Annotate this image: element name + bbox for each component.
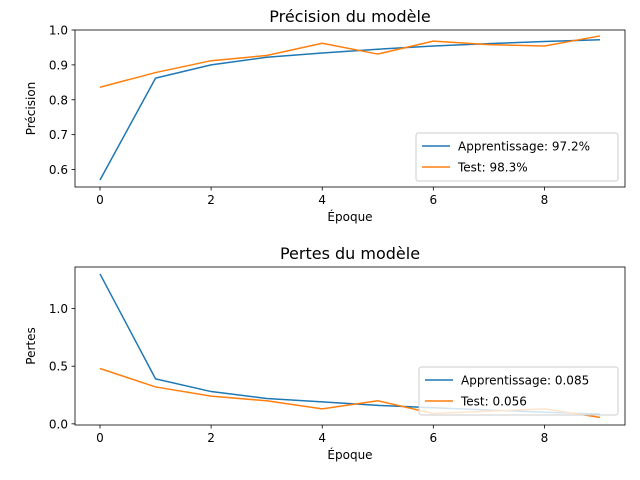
y-axis-label: Précision (24, 82, 38, 136)
accuracy-chart: 0 2 4 6 8 0.6 0.7 0.8 0.9 1.0 Précision du modèle É… (24, 7, 626, 224)
x-tick-label: 4 (318, 193, 326, 207)
legend-entry-1: Test: 98.3% (457, 161, 528, 175)
y-tick-label: 0.7 (49, 128, 68, 142)
legend-entry-0: Apprentissage: 0.085 (461, 374, 589, 388)
x-tick-label: 2 (207, 193, 215, 207)
chart-title: Pertes du modèle (280, 244, 420, 263)
series-line-1 (99, 35, 601, 88)
x-tick-label: 4 (318, 431, 326, 445)
x-tick-label: 6 (430, 431, 438, 445)
legend-entry-1: Test: 0.056 (460, 395, 527, 409)
x-tick-label: 0 (96, 193, 104, 207)
legend-entry-0: Apprentissage: 97.2% (458, 140, 590, 154)
loss-chart: 0 2 4 6 8 0.0 0.5 1.0 Pertes du modèle Époque Pert… (24, 244, 626, 462)
y-axis-label: Pertes (24, 327, 38, 364)
y-tick-label: 0.6 (49, 163, 68, 177)
legend-box (415, 132, 619, 182)
y-tick-label: 1.0 (49, 302, 68, 316)
y-tick-label: 1.0 (49, 24, 68, 38)
axes-frame (74, 266, 626, 426)
x-tick-label: 6 (430, 193, 438, 207)
x-tick-label: 2 (207, 431, 215, 445)
x-tick-label: 0 (96, 431, 104, 445)
y-tick-label: 0.8 (49, 93, 68, 107)
series-line-0 (99, 39, 601, 181)
chart-title: Précision du modèle (269, 7, 431, 26)
y-tick-label: 0.0 (49, 417, 68, 431)
x-tick-label: 8 (541, 431, 549, 445)
axes-frame (74, 29, 626, 188)
x-axis-label: Époque (327, 209, 372, 224)
legend-box (418, 366, 619, 416)
x-tick-label: 8 (541, 193, 549, 207)
x-axis-label: Époque (327, 447, 372, 462)
y-tick-label: 0.5 (49, 360, 68, 374)
y-tick-label: 0.9 (49, 58, 68, 72)
